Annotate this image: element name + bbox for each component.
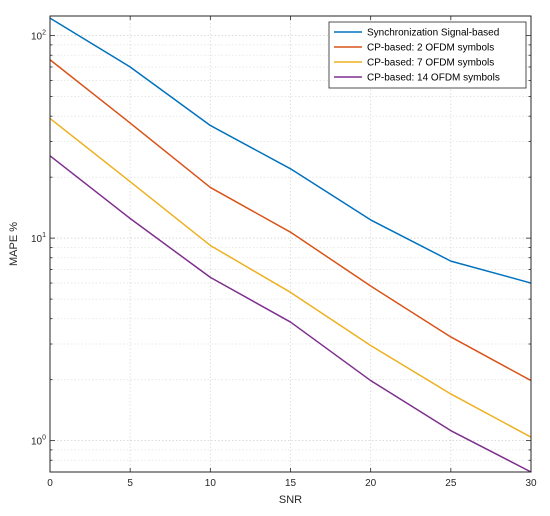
series-line-4 bbox=[49, 155, 532, 473]
series-line-2 bbox=[49, 59, 532, 382]
legend-label: Synchronization Signal-based bbox=[367, 28, 499, 39]
x-tick-label: 20 bbox=[365, 478, 377, 489]
legend-label: CP-based: 14 OFDM symbols bbox=[367, 73, 500, 84]
plot-frame bbox=[49, 15, 532, 473]
x-tick-label: 25 bbox=[445, 478, 457, 489]
legend: Synchronization Signal-based CP-based: 2 … bbox=[328, 21, 527, 89]
x-tick-label: 10 bbox=[205, 478, 217, 489]
series-line-1 bbox=[49, 17, 532, 284]
y-tick-label: 100 bbox=[31, 435, 46, 448]
series-lines bbox=[49, 17, 532, 473]
legend-label: CP-based: 7 OFDM symbols bbox=[367, 58, 494, 69]
x-tick-label: 0 bbox=[47, 478, 53, 489]
y-axis-label: MAPE % bbox=[8, 222, 20, 266]
x-tick-label: 30 bbox=[525, 478, 537, 489]
x-axis-label: SNR bbox=[279, 494, 302, 506]
legend-label: CP-based: 2 OFDM symbols bbox=[367, 43, 494, 54]
y-tick-label: 102 bbox=[31, 30, 46, 43]
y-tick-label: 101 bbox=[31, 232, 46, 245]
x-tick-label: 15 bbox=[285, 478, 297, 489]
x-tick-label: 5 bbox=[127, 478, 133, 489]
axis-ticks bbox=[49, 16, 532, 473]
series-line-3 bbox=[49, 117, 532, 438]
